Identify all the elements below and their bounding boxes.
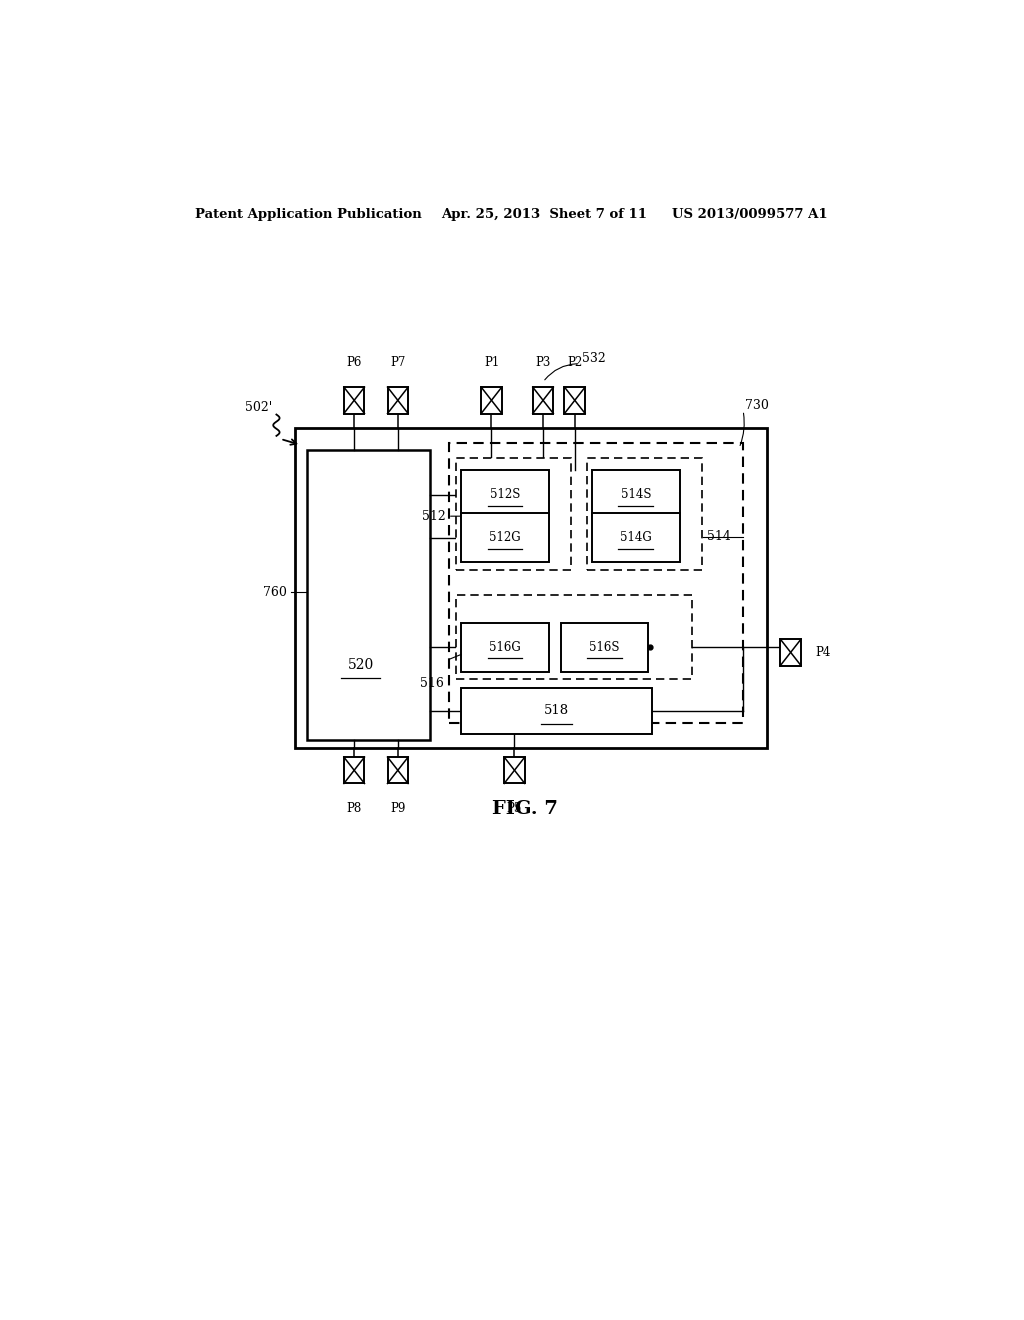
Text: 518: 518 (544, 705, 569, 717)
Bar (780, 639, 801, 665)
Bar (592, 470, 680, 519)
Text: 502': 502' (246, 401, 272, 414)
Text: 532: 532 (582, 352, 605, 366)
Text: 512G: 512G (489, 531, 521, 544)
Bar (450, 444, 743, 722)
Text: 516G: 516G (489, 640, 521, 653)
Bar (532, 387, 553, 413)
Text: 514: 514 (708, 531, 731, 543)
Text: 730: 730 (745, 399, 769, 412)
Text: P9: P9 (390, 801, 406, 814)
Text: 760: 760 (263, 586, 287, 599)
Bar (461, 623, 549, 672)
Bar (560, 623, 648, 672)
Text: P4: P4 (815, 645, 830, 659)
Bar (387, 387, 409, 413)
Bar (295, 428, 767, 748)
Text: P1: P1 (484, 356, 499, 368)
Bar (461, 470, 549, 519)
Text: 514G: 514G (620, 531, 652, 544)
Text: Patent Application Publication: Patent Application Publication (196, 207, 422, 220)
Bar (592, 513, 680, 562)
Bar (344, 387, 365, 413)
Text: 516: 516 (420, 677, 443, 690)
Text: US 2013/0099577 A1: US 2013/0099577 A1 (672, 207, 827, 220)
Bar (564, 387, 585, 413)
Text: P3: P3 (536, 356, 551, 368)
Bar (306, 450, 430, 739)
Bar (587, 458, 701, 570)
Text: FIG. 7: FIG. 7 (492, 800, 558, 818)
Bar (387, 758, 409, 784)
Text: P7: P7 (390, 356, 406, 368)
Bar (461, 688, 651, 734)
Text: 514S: 514S (621, 488, 651, 502)
Bar (504, 758, 525, 784)
Text: P6: P6 (346, 356, 361, 368)
Bar (456, 458, 570, 570)
Text: Apr. 25, 2013  Sheet 7 of 11: Apr. 25, 2013 Sheet 7 of 11 (441, 207, 647, 220)
Text: 512S: 512S (489, 488, 520, 502)
Bar (481, 387, 502, 413)
Text: P5: P5 (507, 801, 522, 814)
Text: 520: 520 (347, 657, 374, 672)
Text: P2: P2 (567, 356, 583, 368)
Bar (461, 513, 549, 562)
Text: P8: P8 (346, 801, 361, 814)
Text: 512: 512 (422, 510, 445, 523)
Bar (344, 758, 365, 784)
Bar (456, 595, 692, 678)
Text: 516S: 516S (589, 640, 620, 653)
